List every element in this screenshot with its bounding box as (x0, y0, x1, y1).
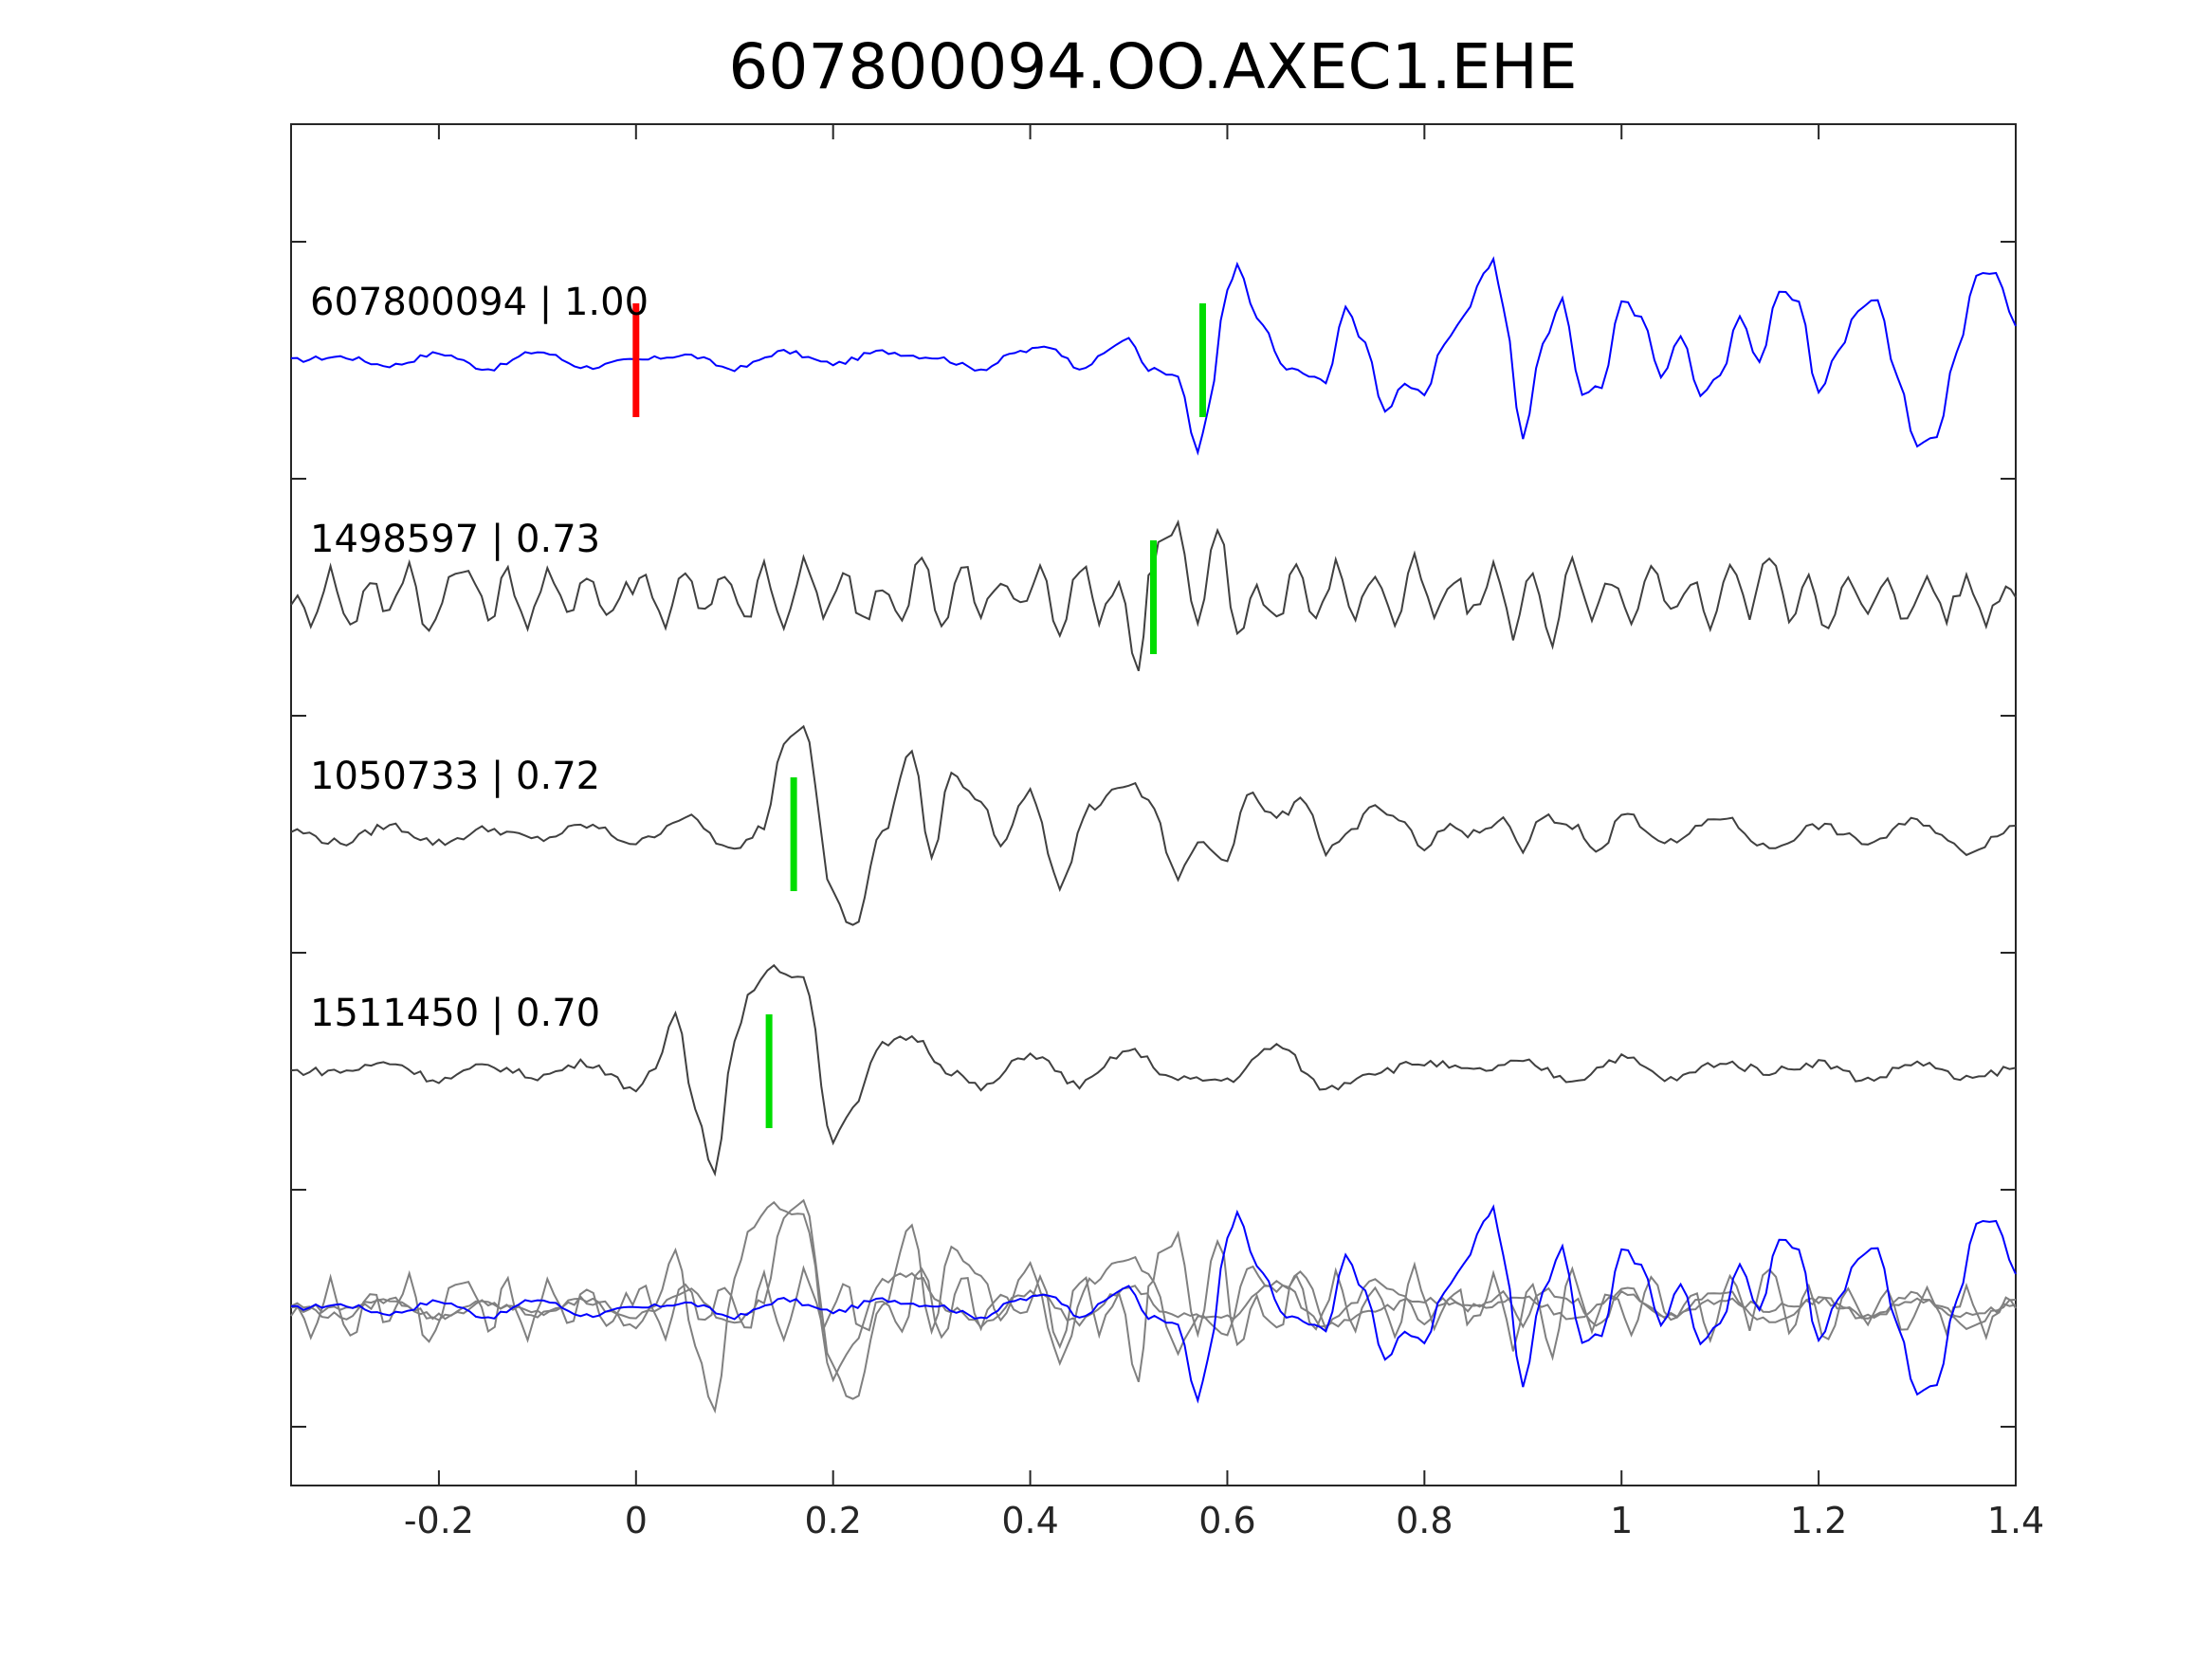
trace-label: 607800094 | 1.00 (310, 281, 649, 324)
waveform-traces (290, 256, 2017, 1177)
x-tick-label: 0.8 (1396, 1500, 1453, 1541)
plot-frame (290, 123, 2017, 1486)
overlay-traces (290, 1198, 2017, 1414)
x-tick-label: 0.6 (1198, 1500, 1255, 1541)
x-tick-label: 0.4 (1001, 1500, 1058, 1541)
trace-label: 1498597 | 0.73 (310, 518, 600, 561)
phase-picks (632, 303, 1206, 1128)
trace-labels: 607800094 | 1.00 1498597 | 0.73 1050733 | … (310, 281, 649, 1035)
trace-label: 1511450 | 0.70 (310, 992, 600, 1035)
x-tick-label: 1 (1610, 1500, 1633, 1541)
trace-line (290, 963, 2017, 1177)
x-tick-label: 0 (625, 1500, 648, 1541)
trace-line (290, 724, 2017, 926)
x-tick-label: -0.2 (404, 1500, 474, 1541)
x-tick-labels: -0.2 0 0.2 0.4 0.6 0.8 1 1.2 1.4 (404, 1500, 2044, 1541)
x-tick-label: 0.2 (804, 1500, 861, 1541)
trace-line (290, 256, 2017, 456)
x-tick-label: 1.2 (1790, 1500, 1847, 1541)
overlay-reference-line (290, 1204, 2017, 1404)
trace-label: 1050733 | 0.72 (310, 755, 600, 798)
chart-title: 607800094.OO.AXEC1.EHE (728, 30, 1577, 103)
x-tick-label: 1.4 (1987, 1500, 2044, 1541)
axis-ticks (291, 124, 2017, 1486)
